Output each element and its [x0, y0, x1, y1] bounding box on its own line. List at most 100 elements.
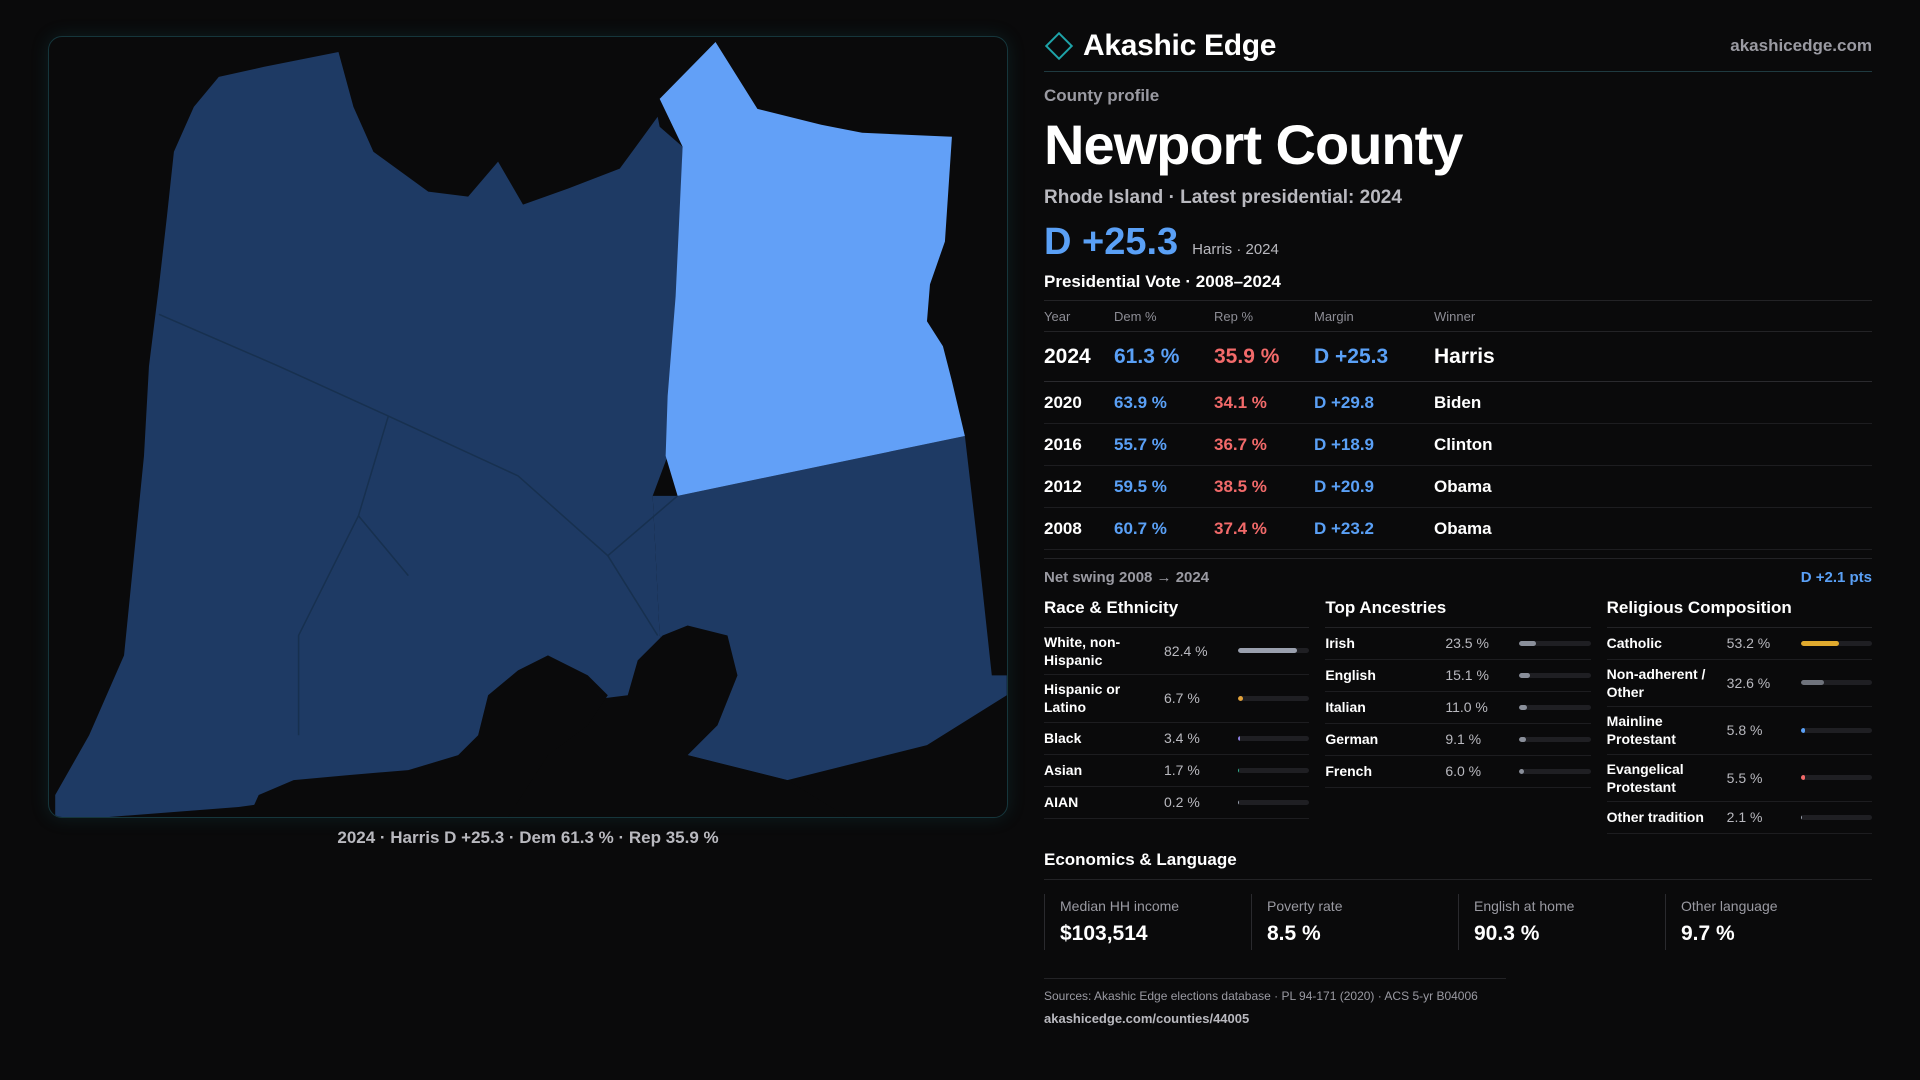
map-caption: 2024 · Harris D +25.3 · Dem 61.3 % · Rep…: [337, 828, 719, 847]
table-row: 2008 60.7 % 37.4 % D +23.2 Obama: [1044, 507, 1872, 550]
rep-cell: 36.7 %: [1214, 423, 1314, 466]
share-bar-fill: [1519, 704, 1528, 710]
econ-cell-income: Median HH income $103,514: [1044, 893, 1251, 950]
religion-heading: Religious Composition: [1606, 598, 1872, 628]
share-bar: [1238, 767, 1310, 773]
item-label: AIAN: [1044, 793, 1079, 810]
list-item: Mainline Protestant 5.8 %: [1606, 707, 1872, 755]
share-bar: [1519, 640, 1591, 646]
net-swing-row: Net swing 2008 → 2024 D +2.1 pts: [1044, 557, 1872, 586]
map-region-southeast[interactable]: [652, 435, 1007, 781]
share-bar: [1800, 680, 1872, 686]
rep-cell: 38.5 %: [1214, 465, 1314, 508]
map-water-bay: [488, 625, 848, 817]
map-boundary-lines: [158, 313, 679, 736]
share-bar: [1238, 695, 1310, 701]
map-region-northeast[interactable]: [659, 41, 965, 496]
list-item: French 6.0 %: [1325, 756, 1591, 788]
ancestry-column: Top Ancestries Irish 23.5 % English 15.1 % I…: [1325, 598, 1591, 834]
item-label: English: [1325, 667, 1376, 684]
page-title: Newport County: [1044, 113, 1463, 176]
share-bar-fill: [1800, 640, 1839, 646]
share-bar: [1800, 775, 1872, 781]
dem-cell: 55.7 %: [1114, 423, 1214, 466]
econ-value: 90.3 %: [1474, 921, 1540, 945]
share-bar-fill: [1238, 695, 1243, 701]
item-value: 82.4 %: [1164, 642, 1208, 659]
share-bar: [1519, 736, 1591, 742]
econ-value: 9.7 %: [1681, 921, 1735, 945]
list-item: Asian 1.7 %: [1044, 755, 1310, 787]
list-item: Non-adherent / Other 32.6 %: [1606, 660, 1872, 708]
list-item: German 9.1 %: [1325, 724, 1591, 756]
item-label: Other tradition: [1606, 809, 1704, 826]
brand-url-link[interactable]: akashicedge.com: [1730, 35, 1872, 55]
economics-heading: Economics & Language: [1044, 850, 1872, 880]
demographics-section: Race & Ethnicity White, non-Hispanic 82.4…: [1044, 598, 1872, 834]
item-value: 53.2 %: [1726, 635, 1771, 652]
list-item: Black 3.4 %: [1044, 723, 1310, 755]
share-bar-fill: [1519, 768, 1524, 774]
county-map[interactable]: [48, 36, 1008, 818]
brand-name: Akashic Edge: [1083, 28, 1277, 62]
ancestry-list: Irish 23.5 % English 15.1 % Italian 11.0 % Ger…: [1325, 628, 1591, 788]
year-cell: 2008: [1044, 507, 1114, 550]
list-item: Irish 23.5 %: [1325, 628, 1591, 660]
share-bar-fill: [1519, 736, 1526, 742]
margin-cell: D +18.9: [1314, 423, 1434, 466]
item-label: Catholic: [1606, 635, 1662, 652]
economics-row: Median HH income $103,514 Poverty rate 8…: [1044, 893, 1872, 950]
winner-cell: Obama: [1434, 507, 1872, 550]
diamond-logo-icon: [1044, 31, 1074, 60]
share-bar: [1519, 672, 1591, 678]
list-item: Italian 11.0 %: [1325, 692, 1591, 724]
share-bar: [1800, 814, 1872, 820]
dem-cell: 63.9 %: [1114, 381, 1214, 424]
econ-cell-other-language: Other language 9.7 %: [1665, 893, 1872, 950]
econ-cell-poverty: Poverty rate 8.5 %: [1251, 893, 1458, 950]
map-region-west[interactable]: [55, 51, 688, 817]
share-bar-fill: [1800, 680, 1824, 686]
rep-cell: 37.4 %: [1214, 507, 1314, 550]
econ-label: Other language: [1681, 897, 1778, 914]
year-cell: 2012: [1044, 465, 1114, 508]
net-swing-label: Net swing 2008 → 2024: [1044, 568, 1210, 586]
item-value: 32.6 %: [1726, 674, 1771, 691]
item-label: Mainline Protestant: [1606, 713, 1676, 748]
year-cell: 2016: [1044, 423, 1114, 466]
item-value: 6.0 %: [1445, 763, 1482, 780]
dem-cell: 61.3 %: [1114, 331, 1214, 382]
net-swing-value: D +2.1 pts: [1800, 568, 1872, 586]
share-bar-fill: [1238, 648, 1297, 654]
table-row: 2016 55.7 % 36.7 % D +18.9 Clinton: [1044, 423, 1872, 466]
item-label: Italian: [1325, 699, 1366, 716]
margin-cell: D +20.9: [1314, 465, 1434, 508]
item-value: 5.8 %: [1726, 722, 1763, 739]
share-bar: [1800, 727, 1872, 733]
econ-cell-english: English at home 90.3 %: [1458, 893, 1665, 950]
share-bar-fill: [1238, 735, 1241, 741]
list-item: Hispanic or Latino 6.7 %: [1044, 675, 1310, 723]
rep-cell: 35.9 %: [1214, 331, 1314, 382]
dem-cell: 59.5 %: [1114, 465, 1214, 508]
ancestry-heading: Top Ancestries: [1325, 598, 1591, 628]
col-winner-header: Winner: [1434, 300, 1872, 332]
econ-value: 8.5 %: [1267, 921, 1321, 945]
item-value: 3.4 %: [1164, 730, 1200, 747]
share-bar: [1238, 735, 1310, 741]
item-label: German: [1325, 731, 1379, 748]
source-url-link[interactable]: akashicedge.com/counties/44005: [1044, 1010, 1250, 1026]
share-bar-fill: [1238, 767, 1240, 773]
share-bar: [1519, 768, 1591, 774]
race-list: White, non-Hispanic 82.4 % Hispanic or Lat…: [1044, 628, 1310, 819]
econ-label: Poverty rate: [1267, 897, 1343, 914]
col-rep-header: Rep %: [1214, 300, 1314, 332]
share-bar: [1238, 648, 1310, 654]
item-label: Asian: [1044, 761, 1083, 778]
margin-value: D +25.3: [1044, 220, 1179, 263]
brand-header: Akashic Edge akashicedge.com: [1044, 28, 1872, 72]
item-value: 5.5 %: [1726, 769, 1763, 786]
share-bar: [1800, 640, 1872, 646]
share-bar: [1238, 799, 1310, 805]
item-value: 11.0 %: [1445, 699, 1488, 716]
